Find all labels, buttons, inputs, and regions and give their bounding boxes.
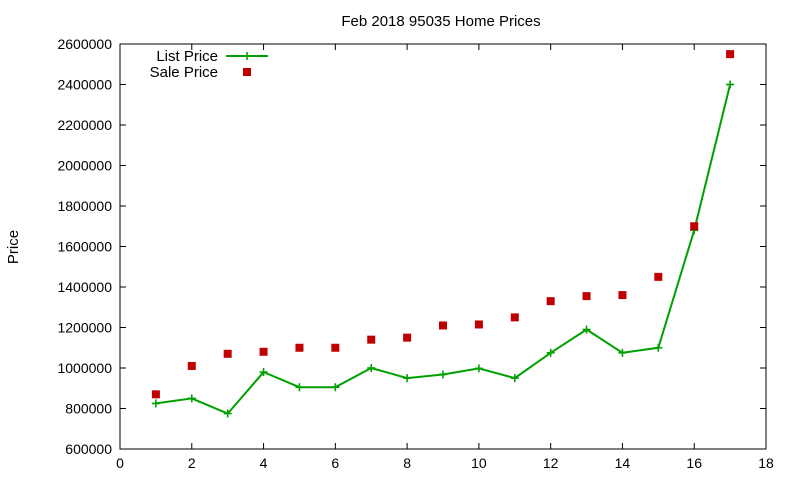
y-tick-label: 1800000 <box>57 198 112 214</box>
y-tick-label: 1000000 <box>57 360 112 376</box>
sale-price-point <box>259 347 268 356</box>
y-tick-label: 800000 <box>65 401 112 417</box>
list-price-line <box>155 84 732 415</box>
y-tick-label: 600000 <box>65 441 112 457</box>
legend-label-list-price: List Price <box>156 48 218 65</box>
list-price-point <box>403 374 412 383</box>
chart-title: Feb 2018 95035 Home Prices <box>341 13 540 30</box>
y-tick-label: 2600000 <box>57 36 112 52</box>
x-tick-label: 18 <box>758 455 774 471</box>
list-price-point <box>295 383 304 392</box>
sale-price-point <box>582 292 591 301</box>
axes: 0 2 4 6 8 10 12 14 16 18 600000 800000 1000000 120000… <box>57 36 774 471</box>
x-tick-label: 2 <box>188 455 196 471</box>
sale-price-point <box>474 320 483 329</box>
x-tick-label: 4 <box>260 455 268 471</box>
sale-price-point <box>654 272 663 281</box>
sale-price-point <box>331 343 340 352</box>
sale-price-point <box>295 343 304 352</box>
sale-price-point <box>726 50 735 59</box>
y-axis-label: Price <box>5 230 22 264</box>
list-price-point <box>187 394 196 403</box>
list-price-point <box>259 368 268 377</box>
list-price-point <box>726 80 735 89</box>
x-tick-label: 14 <box>615 455 631 471</box>
sale-price-point <box>546 297 555 306</box>
sale-price-point <box>187 361 196 370</box>
sale-price-point <box>618 291 627 300</box>
list-price-point <box>151 399 160 408</box>
x-tick-label: 8 <box>403 455 411 471</box>
sale-price-point <box>223 349 232 358</box>
legend-marker-sale-price <box>243 68 251 76</box>
legend-marker-list-price <box>243 52 251 60</box>
list-price-point <box>474 364 483 373</box>
list-price-point <box>439 370 447 379</box>
list-price-point <box>331 383 340 392</box>
x-tick-label: 12 <box>543 455 559 471</box>
list-price-point <box>582 325 591 334</box>
y-tick-label: 1200000 <box>57 320 112 336</box>
list-price-point <box>510 374 519 383</box>
list-price-point <box>223 409 232 418</box>
sale-price-point <box>403 333 412 342</box>
x-tick-label: 10 <box>471 455 487 471</box>
y-tick-label: 2000000 <box>57 158 112 174</box>
y-tick-label: 1400000 <box>57 279 112 295</box>
x-tick-label: 0 <box>116 455 124 471</box>
list-price-point <box>367 364 376 372</box>
plot-frame <box>119 43 767 450</box>
sale-price-point <box>151 390 160 399</box>
y-tick-label: 1600000 <box>57 239 112 255</box>
sale-price-point <box>510 313 519 322</box>
series-layer <box>151 50 735 418</box>
sale-price-point <box>367 335 376 344</box>
list-price-point <box>618 348 627 357</box>
y-tick-label: 2200000 <box>57 117 112 133</box>
list-price-point <box>546 348 555 357</box>
sale-price-point <box>690 222 699 231</box>
x-tick-label: 6 <box>331 455 339 471</box>
legend-label-sale-price: Sale Price <box>150 64 218 81</box>
x-tick-label: 16 <box>686 455 702 471</box>
sale-price-point <box>439 321 447 330</box>
y-tick-label: 2400000 <box>57 77 112 93</box>
list-price-point <box>654 343 663 352</box>
